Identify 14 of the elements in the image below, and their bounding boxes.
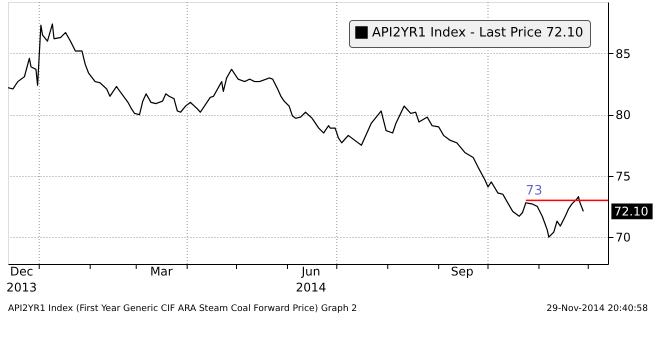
annotation: 72.10 (614, 204, 648, 218)
text: API2YR1 Index (First Year Generic CIF ARA Steam Coal Forward Price) Graph 2 (8, 304, 358, 314)
text: 29-Nov-2014 20:40:58 (546, 304, 648, 314)
y-tick-label: 75 (616, 169, 631, 184)
x-tick-label: Dec 2013 (6, 264, 37, 294)
line-series (7, 23, 584, 238)
x-tick-label: Mar (150, 264, 173, 278)
legend-label: API2YR1 Index - Last Price 72.10 (372, 26, 584, 40)
x-tick-label: Sep (450, 264, 474, 278)
y-tick-label: 85 (616, 46, 631, 61)
x-tick-label: Jun 2014 (296, 264, 326, 294)
y-tick-label: 80 (616, 108, 631, 122)
annotation: 73 (526, 183, 542, 198)
y-tick-label: 70 (616, 230, 631, 245)
